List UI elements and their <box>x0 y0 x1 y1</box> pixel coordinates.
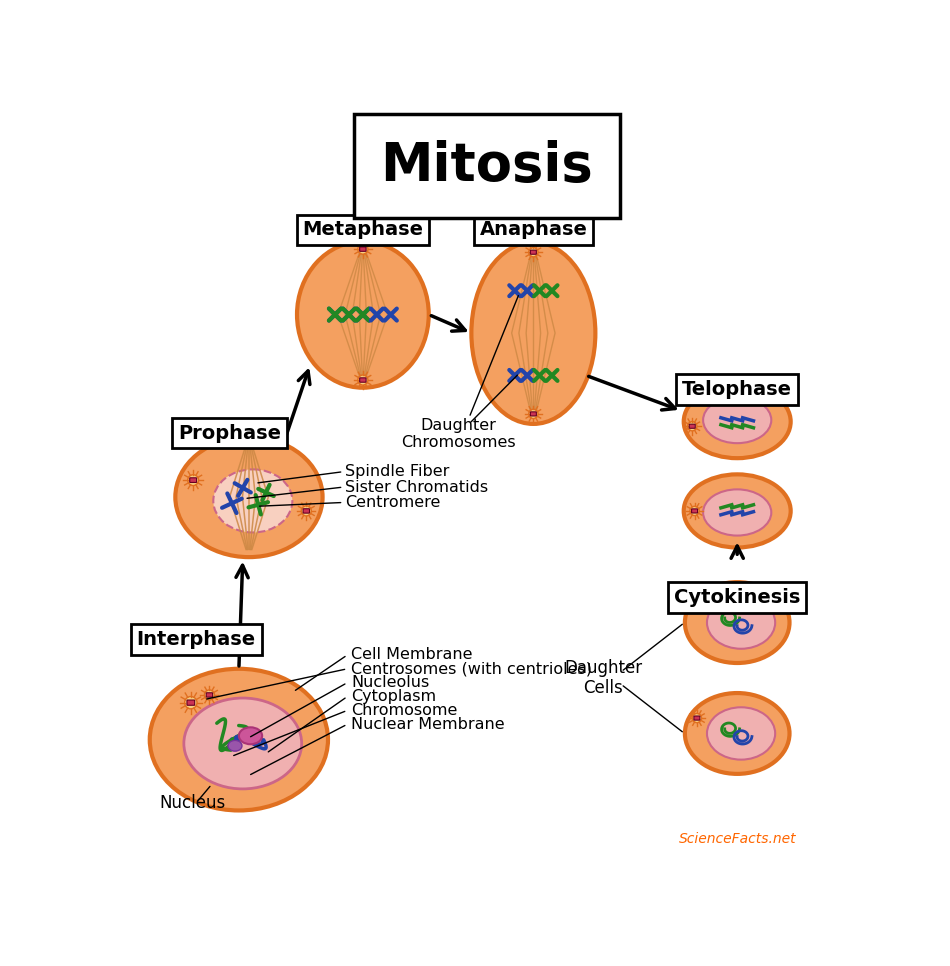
Ellipse shape <box>684 385 790 458</box>
Text: Centrosomes (with centrioles): Centrosomes (with centrioles) <box>352 662 592 676</box>
Text: Interphase: Interphase <box>137 630 256 649</box>
Ellipse shape <box>707 596 775 649</box>
Text: Nucleolus: Nucleolus <box>352 675 429 690</box>
Ellipse shape <box>685 693 789 774</box>
Text: Cell Membrane: Cell Membrane <box>352 647 473 663</box>
Circle shape <box>693 714 701 723</box>
Text: Centromere: Centromere <box>345 495 441 510</box>
Ellipse shape <box>703 397 771 443</box>
Ellipse shape <box>703 490 771 535</box>
Circle shape <box>204 690 215 700</box>
FancyBboxPatch shape <box>694 716 700 720</box>
Circle shape <box>688 421 697 431</box>
FancyBboxPatch shape <box>690 424 695 428</box>
FancyBboxPatch shape <box>187 700 195 705</box>
Circle shape <box>690 506 699 516</box>
Text: Chromosome: Chromosome <box>352 703 458 718</box>
Text: Mitosis: Mitosis <box>381 140 593 192</box>
Text: Sister Chromatids: Sister Chromatids <box>345 479 488 495</box>
Ellipse shape <box>184 698 302 789</box>
Ellipse shape <box>297 242 428 387</box>
Text: Anaphase: Anaphase <box>480 220 587 240</box>
Text: Daughter
Cells: Daughter Cells <box>564 659 642 697</box>
Circle shape <box>184 696 197 709</box>
Text: Nucleus: Nucleus <box>159 794 225 811</box>
Ellipse shape <box>471 242 596 424</box>
Ellipse shape <box>150 668 328 810</box>
FancyBboxPatch shape <box>303 509 310 513</box>
Circle shape <box>529 410 538 418</box>
Circle shape <box>358 375 368 385</box>
Ellipse shape <box>684 474 790 548</box>
FancyBboxPatch shape <box>530 412 537 416</box>
Circle shape <box>693 600 701 610</box>
Ellipse shape <box>685 582 789 663</box>
Text: ScienceFacts.net: ScienceFacts.net <box>679 832 797 846</box>
Text: Cytokinesis: Cytokinesis <box>674 587 801 607</box>
FancyBboxPatch shape <box>692 509 697 513</box>
FancyBboxPatch shape <box>206 693 213 697</box>
Text: Cytoplasm: Cytoplasm <box>352 689 436 704</box>
Circle shape <box>301 506 312 516</box>
FancyBboxPatch shape <box>360 378 366 383</box>
Ellipse shape <box>228 740 242 752</box>
Text: Nuclear Membrane: Nuclear Membrane <box>352 717 504 731</box>
Text: Spindle Fiber: Spindle Fiber <box>345 464 449 479</box>
Ellipse shape <box>176 437 323 557</box>
Circle shape <box>188 474 199 486</box>
Circle shape <box>358 244 368 254</box>
FancyBboxPatch shape <box>190 478 197 482</box>
Text: Telophase: Telophase <box>682 380 792 399</box>
FancyBboxPatch shape <box>360 247 366 251</box>
Circle shape <box>529 247 538 257</box>
Ellipse shape <box>707 707 775 759</box>
Ellipse shape <box>214 469 293 532</box>
Ellipse shape <box>238 727 262 744</box>
FancyBboxPatch shape <box>694 603 700 607</box>
Text: Metaphase: Metaphase <box>302 220 424 240</box>
FancyBboxPatch shape <box>530 250 537 254</box>
Text: Daughter
Chromosomes: Daughter Chromosomes <box>401 417 516 450</box>
Text: Prophase: Prophase <box>178 424 281 442</box>
